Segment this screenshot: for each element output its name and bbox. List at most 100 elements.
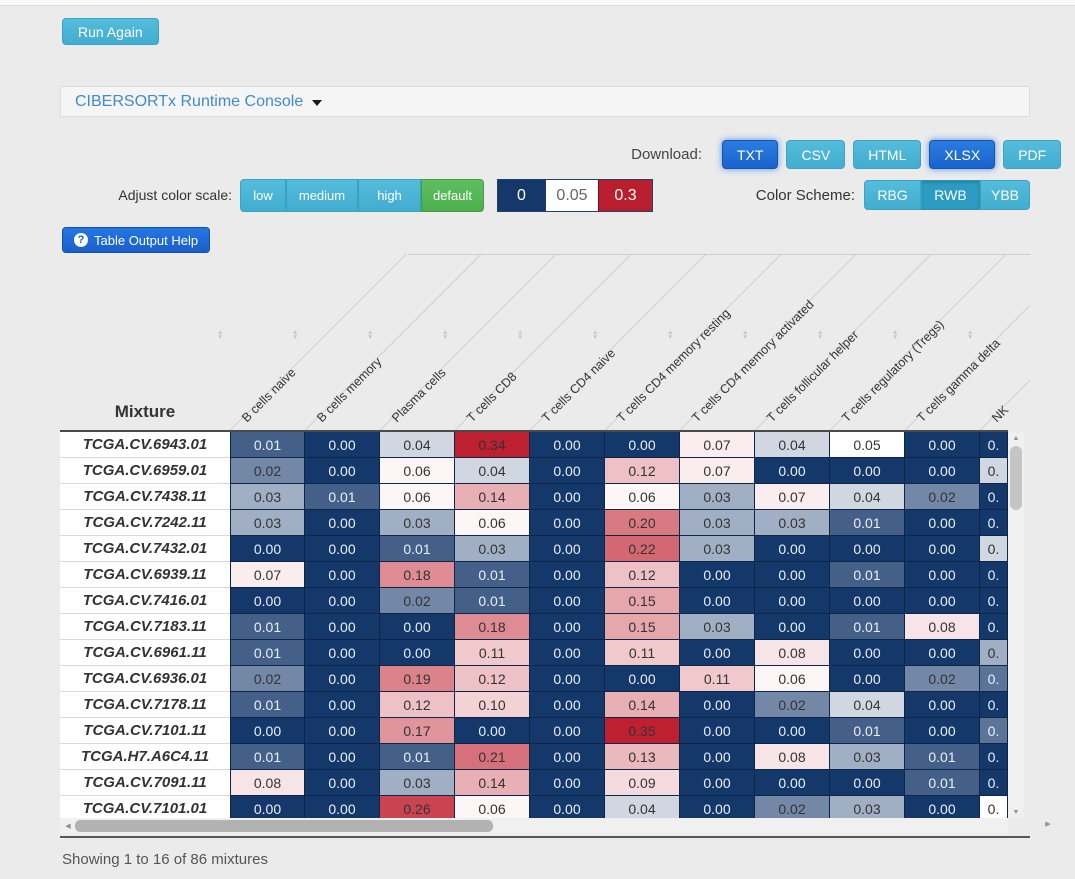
column-header-7[interactable]: T cells CD4 memory activated xyxy=(689,297,817,425)
heatmap-cell: 0.00 xyxy=(830,640,905,666)
heatmap-cell: 0.00 xyxy=(530,562,605,588)
sort-icon[interactable]: ▲ ▼ xyxy=(292,329,299,341)
column-header-3[interactable]: Plasma cells xyxy=(389,365,449,425)
sort-icon[interactable]: ▲ ▼ xyxy=(367,329,374,341)
heatmap-cell: 0.00 xyxy=(305,588,380,614)
column-header-11[interactable]: NK xyxy=(989,402,1012,425)
download-pdf-button[interactable]: PDF xyxy=(1003,140,1062,169)
sort-icon[interactable]: ▲ ▼ xyxy=(517,329,524,341)
scale-midpoint-input[interactable] xyxy=(545,180,599,211)
column-header-2[interactable]: B cells memory xyxy=(314,354,385,425)
sort-icon[interactable]: ▲ ▼ xyxy=(742,329,749,341)
heatmap-cell: 0.00 xyxy=(830,588,905,614)
heatmap-cell: 0.12 xyxy=(605,562,680,588)
heatmap-cell: 0.03 xyxy=(230,484,305,510)
heatmap-cell: 0.02 xyxy=(380,588,455,614)
column-header-10[interactable]: T cells gamma delta xyxy=(914,336,1003,425)
heatmap-cell: 0.00 xyxy=(305,744,380,770)
download-txt-button[interactable]: TXT xyxy=(722,140,779,169)
heatmap-cell: 0.00 xyxy=(455,718,530,744)
scroll-up-icon[interactable]: ▲ xyxy=(1012,434,1020,442)
vertical-scrollbar-thumb[interactable] xyxy=(1010,446,1022,510)
heatmap-cell: 0.00 xyxy=(680,640,755,666)
heatmap-cell: 0.07 xyxy=(680,432,755,458)
heatmap-cell: 0.08 xyxy=(755,744,830,770)
heatmap-cell: 0.00 xyxy=(680,588,755,614)
heatmap-cell: 0.15 xyxy=(605,588,680,614)
scroll-left-icon[interactable]: ◀ xyxy=(65,823,71,830)
horizontal-scrollbar[interactable]: ◀ ▶ xyxy=(60,818,1051,834)
sort-icon[interactable]: ▲ ▼ xyxy=(592,329,599,341)
heatmap-cell: 0.06 xyxy=(455,510,530,536)
column-header-4[interactable]: T cells CD8 xyxy=(464,369,520,425)
sort-icon[interactable]: ▲ ▼ xyxy=(217,329,224,341)
heatmap-cell: 0.03 xyxy=(680,510,755,536)
heatmap-cell: 0.00 xyxy=(530,432,605,458)
scale-medium-button[interactable]: medium xyxy=(286,179,358,212)
scheme-ybb-button[interactable]: YBB xyxy=(980,180,1030,210)
sort-icon[interactable]: ▲ ▼ xyxy=(967,329,974,341)
table-row: 0.01 0.00 0.12 0.10 0.00 0.14 0.00 0.02 0.04 0.00… xyxy=(230,692,1008,718)
scale-max-value: 0.3 xyxy=(599,180,652,211)
heatmap-cell: 0.07 xyxy=(680,458,755,484)
heatmap-cell: 0.00 xyxy=(680,770,755,796)
scheme-rwb-button[interactable]: RWB xyxy=(921,180,980,210)
heatmap-cell: 0.01 xyxy=(455,562,530,588)
scale-low-button[interactable]: low xyxy=(240,179,286,212)
sort-icon[interactable]: ▲ ▼ xyxy=(667,329,674,341)
scroll-down-icon[interactable]: ▼ xyxy=(1012,808,1020,816)
heatmap-cell: 0.18 xyxy=(380,562,455,588)
runtime-console-header[interactable]: CIBERSORTx Runtime Console xyxy=(60,86,1030,117)
heatmap-cell: 0.00 xyxy=(530,796,605,818)
scale-default-button[interactable]: default xyxy=(421,179,484,212)
help-button-label: Table Output Help xyxy=(94,232,199,248)
download-csv-button[interactable]: CSV xyxy=(786,140,846,169)
heatmap-cell: 0.00 xyxy=(680,692,755,718)
download-html-button[interactable]: HTML xyxy=(853,140,922,169)
heatmap-cell: 0.00 xyxy=(305,432,380,458)
heatmap-cell: 0.03 xyxy=(680,536,755,562)
heatmap-cell: 0.00 xyxy=(905,510,980,536)
heatmap-cell: 0.04 xyxy=(830,692,905,718)
heatmap-cell: 0.02 xyxy=(905,666,980,692)
heatmap-cell-clipped: 0. xyxy=(980,692,1008,718)
heatmap-cell: 0.03 xyxy=(830,796,905,818)
table-output-help-button[interactable]: ? Table Output Help xyxy=(62,227,211,253)
mixture-label: TCGA.CV.7101.01 xyxy=(60,796,230,818)
heatmap-cell: 0.12 xyxy=(455,666,530,692)
heatmap-cell: 0.19 xyxy=(380,666,455,692)
horizontal-scrollbar-thumb[interactable] xyxy=(75,820,493,832)
heatmap-cell: 0.00 xyxy=(230,588,305,614)
heatmap-cell: 0.10 xyxy=(455,692,530,718)
sort-icon[interactable]: ▲ ▼ xyxy=(442,329,449,341)
run-again-button[interactable]: Run Again xyxy=(62,18,159,45)
heatmap-cell: 0.00 xyxy=(305,562,380,588)
heatmap-cell: 0.17 xyxy=(380,718,455,744)
heatmap-cell: 0.14 xyxy=(455,484,530,510)
heatmap-cell: 0.08 xyxy=(905,614,980,640)
scheme-rbg-button[interactable]: RBG xyxy=(864,180,921,210)
heatmap-cell-clipped: 0. xyxy=(980,718,1008,744)
table-row: 0.03 0.01 0.06 0.14 0.00 0.06 0.03 0.07 0.04 0.02… xyxy=(230,484,1008,510)
top-strip xyxy=(0,0,1075,6)
scale-high-button[interactable]: high xyxy=(358,179,421,212)
vertical-scrollbar[interactable]: ▲ ▼ xyxy=(1008,432,1024,818)
heatmap-cell: 0.21 xyxy=(455,744,530,770)
heatmap-cell: 0.00 xyxy=(905,718,980,744)
heatmap-cell: 0.00 xyxy=(230,536,305,562)
download-button-group: TXT CSV HTML XLSX PDF xyxy=(722,140,1062,169)
heatmap-cell: 0.00 xyxy=(305,718,380,744)
sort-icon[interactable]: ▲ ▼ xyxy=(892,329,899,341)
heatmap-cell-clipped: 0. xyxy=(980,536,1008,562)
sort-icon[interactable]: ▲ ▼ xyxy=(817,329,824,341)
heatmap-cell: 0.00 xyxy=(830,770,905,796)
heatmap-cell: 0.14 xyxy=(455,770,530,796)
column-header-5[interactable]: T cells CD4 naive xyxy=(539,345,619,425)
column-header-1[interactable]: B cells naive xyxy=(239,365,299,425)
scroll-right-icon[interactable]: ▶ xyxy=(1045,821,1051,828)
heatmap-cell: 0.00 xyxy=(680,744,755,770)
heatmap-cell: 0.04 xyxy=(830,484,905,510)
download-xlsx-button[interactable]: XLSX xyxy=(929,140,996,169)
heatmap-cell-clipped: 0. xyxy=(980,796,1008,818)
